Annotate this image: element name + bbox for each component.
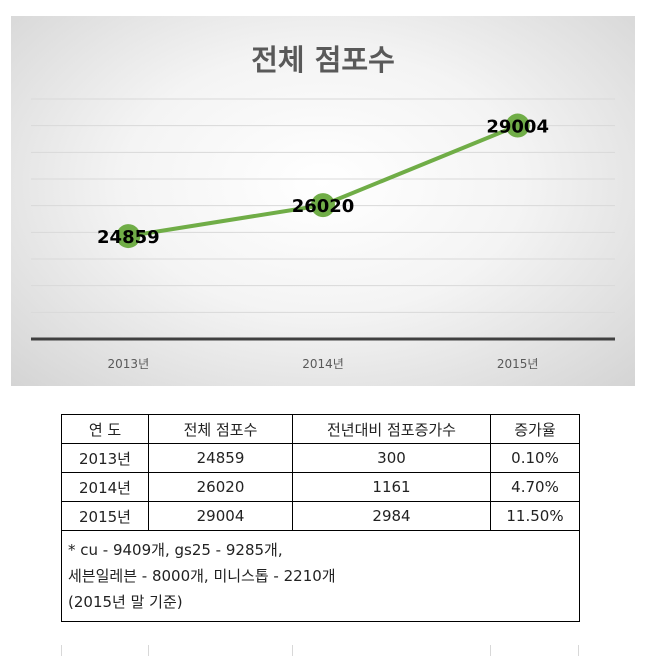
cell-increase: 300 <box>292 443 491 473</box>
header-year: 연 도 <box>61 414 149 444</box>
note-line: 세븐일레븐 - 8000개, 미니스톱 - 2210개 <box>68 567 336 585</box>
x-tick-label: 2015년 <box>497 357 539 371</box>
cell-rate: 0.10% <box>490 443 580 473</box>
x-tick-label: 2014년 <box>302 357 344 371</box>
cell-year: 2014년 <box>61 472 149 502</box>
chart-panel: 전체 점포수 2013년 2014년 2015년 24859 26020 29004 <box>11 16 635 386</box>
x-tick-labels: 2013년 2014년 2015년 <box>108 357 539 371</box>
data-point <box>311 193 335 218</box>
note-line: * cu - 9409개, gs25 - 9285개, <box>68 541 283 559</box>
series-line <box>128 123 519 239</box>
cell-total: 29004 <box>148 501 293 531</box>
line-chart: 전체 점포수 2013년 2014년 2015년 24859 26020 29004 <box>31 43 615 371</box>
cell-total: 24859 <box>148 443 293 473</box>
data-label: 29004 <box>486 117 549 138</box>
cell-year: 2013년 <box>61 443 149 473</box>
note-line: (2015년 말 기준) <box>68 593 183 611</box>
cell-rate: 4.70% <box>490 472 580 502</box>
data-label: 26020 <box>292 196 355 217</box>
faint-divider <box>148 645 149 656</box>
table-row: 2014년 26020 1161 4.70% <box>61 472 580 502</box>
cell-total: 26020 <box>148 472 293 502</box>
chart-title: 전체 점포수 <box>251 43 395 77</box>
cell-increase: 2984 <box>292 501 491 531</box>
header-total-stores: 전체 점포수 <box>148 414 293 444</box>
series-layer: 24859 26020 29004 <box>97 113 549 249</box>
faint-divider <box>490 645 491 656</box>
header-growth-rate: 증가율 <box>490 414 580 444</box>
cell-year: 2015년 <box>61 501 149 531</box>
faint-divider <box>292 645 293 656</box>
table-header-row: 연 도 전체 점포수 전년대비 점포증가수 증가율 <box>61 414 580 444</box>
faint-divider <box>578 645 579 656</box>
data-label: 24859 <box>97 227 160 248</box>
cell-increase: 1161 <box>292 472 491 502</box>
table-row: 2015년 29004 2984 11.50% <box>61 501 580 531</box>
data-point <box>505 113 530 138</box>
note-cell: * cu - 9409개, gs25 - 9285개, 세븐일레븐 - 8000… <box>61 530 580 622</box>
cell-rate: 11.50% <box>490 501 580 531</box>
data-point <box>116 224 141 249</box>
faint-divider <box>61 645 62 656</box>
header-yoy-increase: 전년대비 점포증가수 <box>292 414 491 444</box>
x-tick-label: 2013년 <box>108 357 150 371</box>
table-note-row: * cu - 9409개, gs25 - 9285개, 세븐일레븐 - 8000… <box>61 530 580 622</box>
stats-table: 연 도 전체 점포수 전년대비 점포증가수 증가율 2013년 24859 30… <box>61 414 580 622</box>
table-row: 2013년 24859 300 0.10% <box>61 443 580 473</box>
